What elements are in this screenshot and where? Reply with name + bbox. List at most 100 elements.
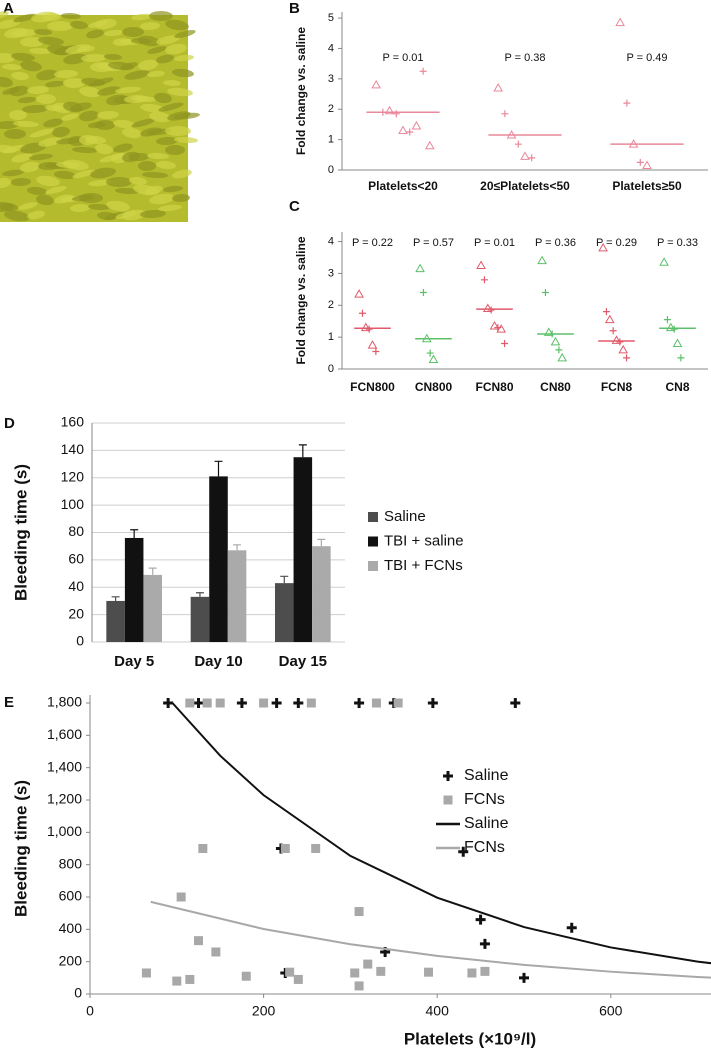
point [371,79,382,89]
y-tick-label: 1 [328,134,334,146]
point [419,67,427,75]
y-tick-label: 3 [328,267,334,279]
point [642,160,652,169]
cell [36,175,60,187]
error-bar [317,538,326,547]
y-tick-label: 20 [68,605,84,621]
point [367,340,378,349]
cell [147,70,165,78]
cell [38,137,62,147]
point [360,322,371,332]
cell [38,161,60,171]
cell [88,121,106,129]
point [467,968,477,978]
point [211,947,221,957]
y-tick-label: 120 [61,468,85,484]
cell [140,127,162,137]
cell [36,69,58,81]
cell [97,86,121,96]
cell [154,92,172,104]
cell [31,11,57,23]
y-tick-label: 600 [59,888,83,904]
point [609,327,617,335]
cell [43,118,63,128]
y-tick-label: 0 [76,633,84,649]
bar [293,457,313,642]
cell [11,52,35,62]
legend-swatch [368,512,378,522]
cell [174,136,198,144]
point [543,327,554,336]
category-label: FCN8 [601,380,633,394]
cell [29,128,55,138]
category-label: 20≤Platelets<50 [480,179,570,193]
cell [29,153,53,161]
cell [158,102,184,112]
cell [2,87,20,95]
cell [122,151,140,163]
y-tick-label: 2 [328,299,334,311]
point [163,698,174,708]
cell [131,118,155,128]
cell [13,120,39,128]
point [602,308,610,316]
point [285,967,295,977]
error-bar [111,596,120,601]
cell [79,110,99,122]
point [236,698,247,708]
cell [122,27,144,37]
cell [27,210,45,220]
point [363,959,373,969]
cell [18,96,36,104]
point [419,289,427,297]
cell [36,94,56,104]
legend-label: Saline [384,508,426,525]
y-tick-label: 1 [328,331,334,343]
point [426,349,434,357]
point [176,892,186,902]
cell [104,29,124,37]
point [557,352,568,362]
y-tick-label: 4 [328,42,334,54]
legend-swatch [368,561,378,571]
cell [13,13,37,23]
cell [72,169,96,179]
point [141,968,151,978]
point [421,333,432,343]
point [489,320,500,330]
cell [115,86,141,94]
cell [131,37,151,45]
cell [158,204,182,212]
point [506,130,517,139]
cell [79,86,101,98]
point [392,110,400,118]
point [241,971,251,981]
panel-label: D [4,415,15,432]
bar [124,537,144,642]
point [354,907,364,917]
cell [99,153,125,163]
p-value: P = 0.29 [596,237,637,249]
category-label: Day 15 [279,653,327,670]
category-label: FCN800 [350,380,395,394]
point [672,338,683,348]
point [293,974,303,984]
point [528,154,536,162]
category-label: Platelets<20 [368,179,438,193]
p-value: P = 0.33 [657,237,698,249]
point [604,314,615,324]
point [519,972,529,983]
cell [70,20,88,30]
x-tick-label: 200 [252,1003,276,1019]
cell [52,126,70,138]
cell [129,176,147,186]
x-tick-label: 0 [86,1003,94,1019]
error-bar [195,592,204,597]
point [659,257,669,266]
point [514,140,522,148]
point [259,698,269,708]
cell [147,46,167,54]
cell [86,29,104,39]
point [358,309,366,317]
cell [63,53,87,65]
